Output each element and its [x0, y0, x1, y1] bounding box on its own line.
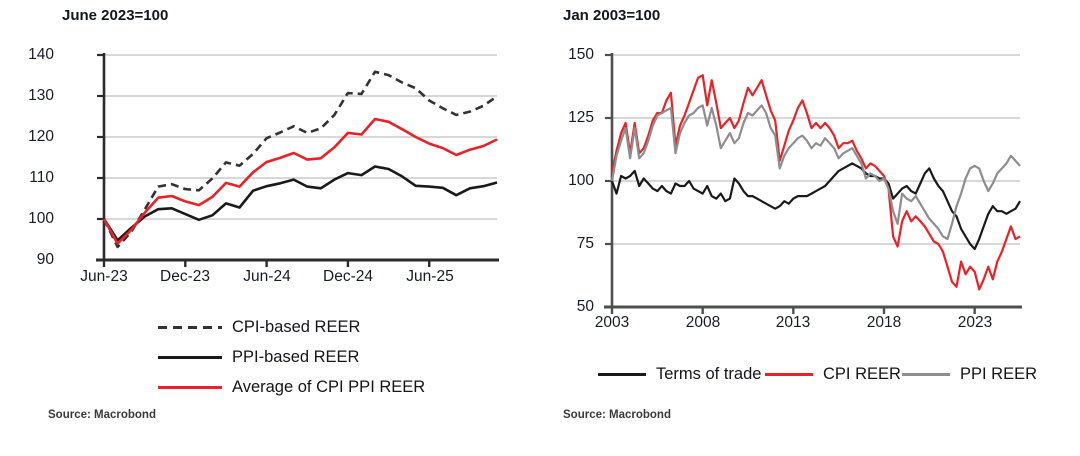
x-tick-label: 2018 [866, 314, 902, 331]
x-tick-label: Jun-24 [243, 268, 291, 285]
chart-title: Jan 2003=100 [563, 7, 661, 24]
legend-swatch-solid-line [158, 385, 222, 389]
y-tick-label: 110 [29, 169, 54, 186]
x-tick-label: 2023 [957, 314, 993, 331]
y-tick-label: 90 [36, 251, 54, 268]
legend-label: Terms of trade [656, 365, 762, 383]
x-tick-label: 2003 [594, 314, 630, 331]
legend-label: CPI REER [823, 365, 901, 383]
y-tick-label: 100 [568, 172, 594, 189]
legend-swatch-solid-line [598, 372, 646, 376]
chart-title: June 2023=100 [62, 7, 169, 24]
legend-label: PPI REER [960, 365, 1038, 383]
x-tick-label: 2013 [775, 314, 811, 331]
y-tick-label: 75 [576, 235, 594, 252]
y-tick-label: 120 [28, 128, 54, 145]
legend-swatch-solid-line [902, 372, 950, 376]
y-tick-label: 100 [28, 210, 54, 227]
x-tick-label: Jun-23 [80, 268, 128, 285]
y-tick-label: 150 [568, 46, 594, 63]
legend-swatch-solid-line [158, 355, 222, 359]
x-tick-label: Dec-23 [160, 268, 210, 285]
legend-item: CPI REER [765, 364, 901, 384]
source-note: Source: Macrobond [563, 409, 671, 421]
y-tick-label: 130 [28, 87, 54, 104]
legend-label: PPI-based REER [232, 348, 360, 366]
legend-swatch-dashed-line [158, 325, 222, 329]
x-tick-label: Jun-25 [406, 268, 454, 285]
legend-item: Terms of trade [598, 364, 761, 384]
legend-item: PPI-based REER [158, 347, 359, 367]
legend-item: PPI REER [902, 364, 1037, 384]
source-note: Source: Macrobond [48, 409, 156, 421]
y-tick-label: 50 [576, 298, 594, 315]
legend-label: CPI-based REER [232, 318, 361, 336]
x-tick-label: 2008 [685, 314, 721, 331]
legend-item: CPI-based REER [158, 317, 360, 337]
y-tick-label: 140 [28, 46, 54, 63]
y-tick-label: 125 [568, 109, 594, 126]
x-tick-label: Dec-24 [323, 268, 373, 285]
legend-item: Average of CPI PPI REER [158, 377, 425, 397]
legend-swatch-solid-line [765, 372, 813, 376]
legend-label: Average of CPI PPI REER [232, 378, 426, 396]
